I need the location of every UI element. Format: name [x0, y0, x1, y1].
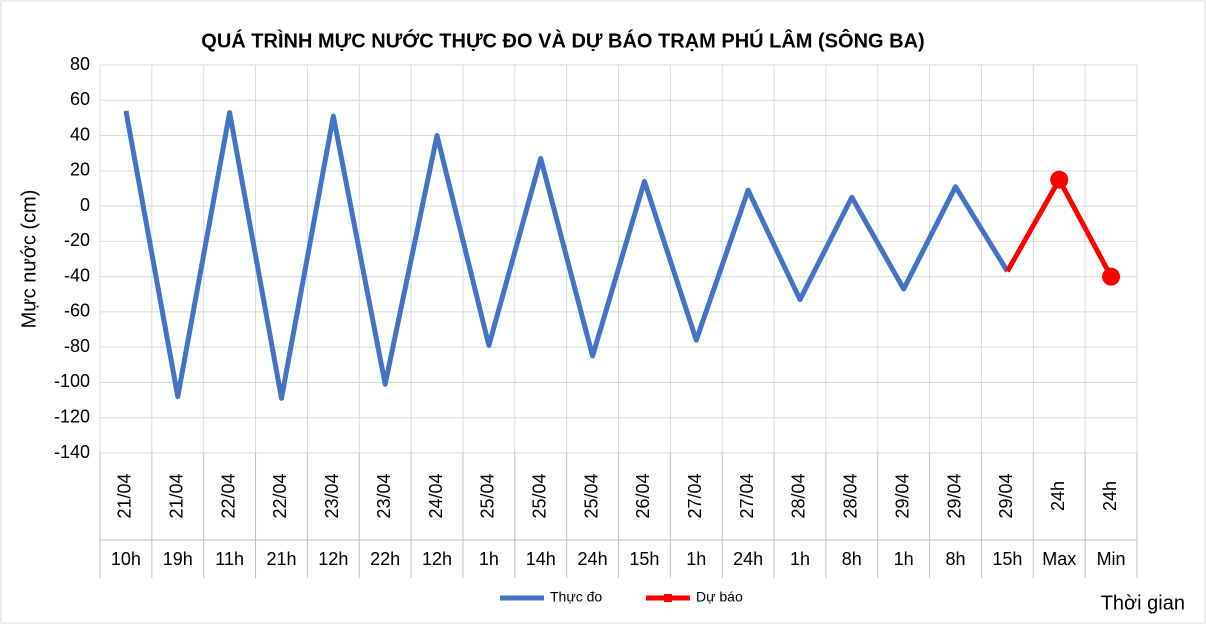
marker — [1102, 267, 1121, 286]
x-tick-label: 1h — [479, 549, 499, 569]
x-tick-label: Min — [1097, 549, 1126, 569]
x-tick-label: 15h — [629, 549, 659, 569]
x-group-label: 23/04 — [322, 473, 342, 518]
legend-marker — [664, 594, 672, 602]
x-group-label: 29/04 — [892, 473, 912, 518]
x-tick-label: 12h — [422, 549, 452, 569]
y-tick-label: -40 — [64, 265, 90, 285]
x-group-label: 25/04 — [581, 473, 601, 518]
y-tick-label: 40 — [70, 124, 90, 144]
y-tick-label: -100 — [54, 371, 90, 391]
x-group-label: 27/04 — [685, 473, 705, 518]
y-tick-label: -120 — [54, 406, 90, 426]
line-series — [123, 110, 1010, 401]
y-tick-label: 0 — [80, 195, 90, 215]
x-group-label: 24h — [1048, 481, 1068, 511]
y-tick-label: -20 — [64, 230, 90, 250]
x-group-label: 21/04 — [167, 473, 187, 518]
x-group-label: 28/04 — [789, 473, 809, 518]
x-tick-label: 1h — [894, 549, 914, 569]
x-group-label: 28/04 — [841, 473, 861, 518]
x-group-label: 24/04 — [426, 473, 446, 518]
x-tick-label: 12h — [318, 549, 348, 569]
x-tick-label: 1h — [790, 549, 810, 569]
x-tick-label: 24h — [578, 549, 608, 569]
y-tick-label: 60 — [70, 89, 90, 109]
y-axis-title: Mực nước (cm) — [18, 190, 40, 329]
x-group-label: 27/04 — [737, 473, 757, 518]
legend-label: Thực đo — [550, 589, 602, 605]
x-tick-label: 22h — [370, 549, 400, 569]
x-group-label: 21/04 — [115, 473, 135, 518]
x-tick-label: 24h — [733, 549, 763, 569]
x-axis-title: Thời gian — [1101, 592, 1185, 614]
y-tick-label: 20 — [70, 160, 90, 180]
x-group-label: 26/04 — [633, 473, 653, 518]
x-tick-label: 19h — [163, 549, 193, 569]
x-group-label: 22/04 — [270, 473, 290, 518]
x-tick-label: 8h — [842, 549, 862, 569]
x-tick-label: 1h — [686, 549, 706, 569]
x-tick-label: 10h — [111, 549, 141, 569]
x-group-label: 23/04 — [374, 473, 394, 518]
chart-title: QUÁ TRÌNH MỰC NƯỚC THỰC ĐO VÀ DỰ BÁO TRẠ… — [201, 28, 924, 52]
x-tick-label: 8h — [946, 549, 966, 569]
x-group-label: 25/04 — [478, 473, 498, 518]
marker — [1050, 170, 1069, 189]
x-group-label: 22/04 — [218, 473, 238, 518]
y-tick-label: -60 — [64, 301, 90, 321]
legend-label: Dự báo — [696, 589, 743, 605]
x-group-label: 29/04 — [996, 473, 1016, 518]
y-tick-label: -140 — [54, 442, 90, 462]
x-tick-label: 21h — [266, 549, 296, 569]
x-tick-label: 11h — [215, 549, 244, 569]
x-tick-label: Max — [1042, 549, 1076, 569]
x-tick-label: 14h — [526, 549, 556, 569]
x-tick-label: 15h — [992, 549, 1022, 569]
y-tick-label: 80 — [70, 54, 90, 74]
x-group-label: 24h — [1100, 481, 1120, 511]
y-tick-label: -80 — [64, 336, 90, 356]
x-group-label: 25/04 — [529, 473, 549, 518]
x-group-label: 29/04 — [944, 473, 964, 518]
